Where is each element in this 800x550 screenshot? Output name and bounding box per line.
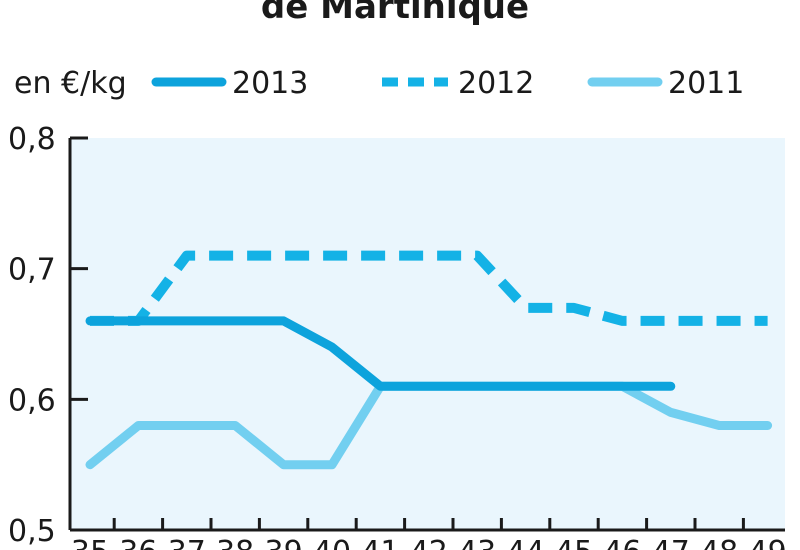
x-tick-label: 39 [265, 535, 303, 550]
x-tick-label: 42 [410, 535, 448, 550]
legend-item-2013: 2013 [151, 66, 308, 101]
legend-item-2012: 2012 [382, 66, 534, 101]
axes: 0,8 0,7 0,6 0,5 35 36 37 38 39 40 41 42 43 44 45 46 47 48… [8, 122, 787, 550]
plot-area [70, 138, 785, 530]
x-tick-label: 41 [361, 535, 399, 550]
chart-title: de Martinique [261, 0, 529, 27]
x-tick-label: 48 [700, 535, 738, 550]
x-tick-label: 46 [603, 535, 641, 550]
x-tick-label: 37 [168, 535, 206, 550]
series-layer [85, 250, 773, 470]
x-tick-label: 43 [458, 535, 496, 550]
x-tick-label: 45 [555, 535, 593, 550]
x-tick-label: 44 [507, 535, 545, 550]
legend-label-2012: 2012 [458, 66, 534, 101]
legend-item-2011: 2011 [587, 66, 744, 101]
y-tick-label: 0,7 [8, 253, 56, 288]
x-tick-label: 40 [313, 535, 351, 550]
y-axis-unit-label: en €/kg [14, 66, 127, 101]
legend: 2013 2012 2011 [151, 66, 744, 101]
series-line-2012 [90, 250, 768, 326]
y-tick-label: 0,5 [8, 514, 56, 549]
legend-label-2013: 2013 [232, 66, 308, 101]
x-tick-label: 49 [749, 535, 787, 550]
x-tick-label: 36 [119, 535, 157, 550]
x-tick-label: 38 [216, 535, 254, 550]
y-tick-label: 0,6 [8, 383, 56, 418]
x-tick-label: 47 [652, 535, 690, 550]
legend-label-2011: 2011 [668, 66, 744, 101]
series-line-2013 [85, 316, 676, 391]
y-tick-label: 0,8 [8, 122, 56, 157]
x-tick-label: 35 [71, 535, 109, 550]
